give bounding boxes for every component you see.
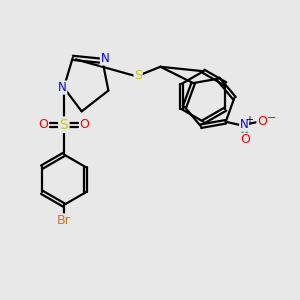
Text: O: O bbox=[257, 115, 267, 128]
Text: Br: Br bbox=[57, 214, 71, 227]
Text: O: O bbox=[80, 118, 89, 131]
Text: S: S bbox=[134, 69, 142, 82]
Text: N: N bbox=[240, 118, 248, 131]
Text: −: − bbox=[267, 113, 276, 123]
Text: N: N bbox=[58, 81, 67, 94]
Text: O: O bbox=[38, 118, 48, 131]
Text: O: O bbox=[240, 133, 250, 146]
Text: S: S bbox=[59, 118, 68, 132]
Text: +: + bbox=[245, 115, 253, 125]
Text: N: N bbox=[100, 52, 109, 65]
